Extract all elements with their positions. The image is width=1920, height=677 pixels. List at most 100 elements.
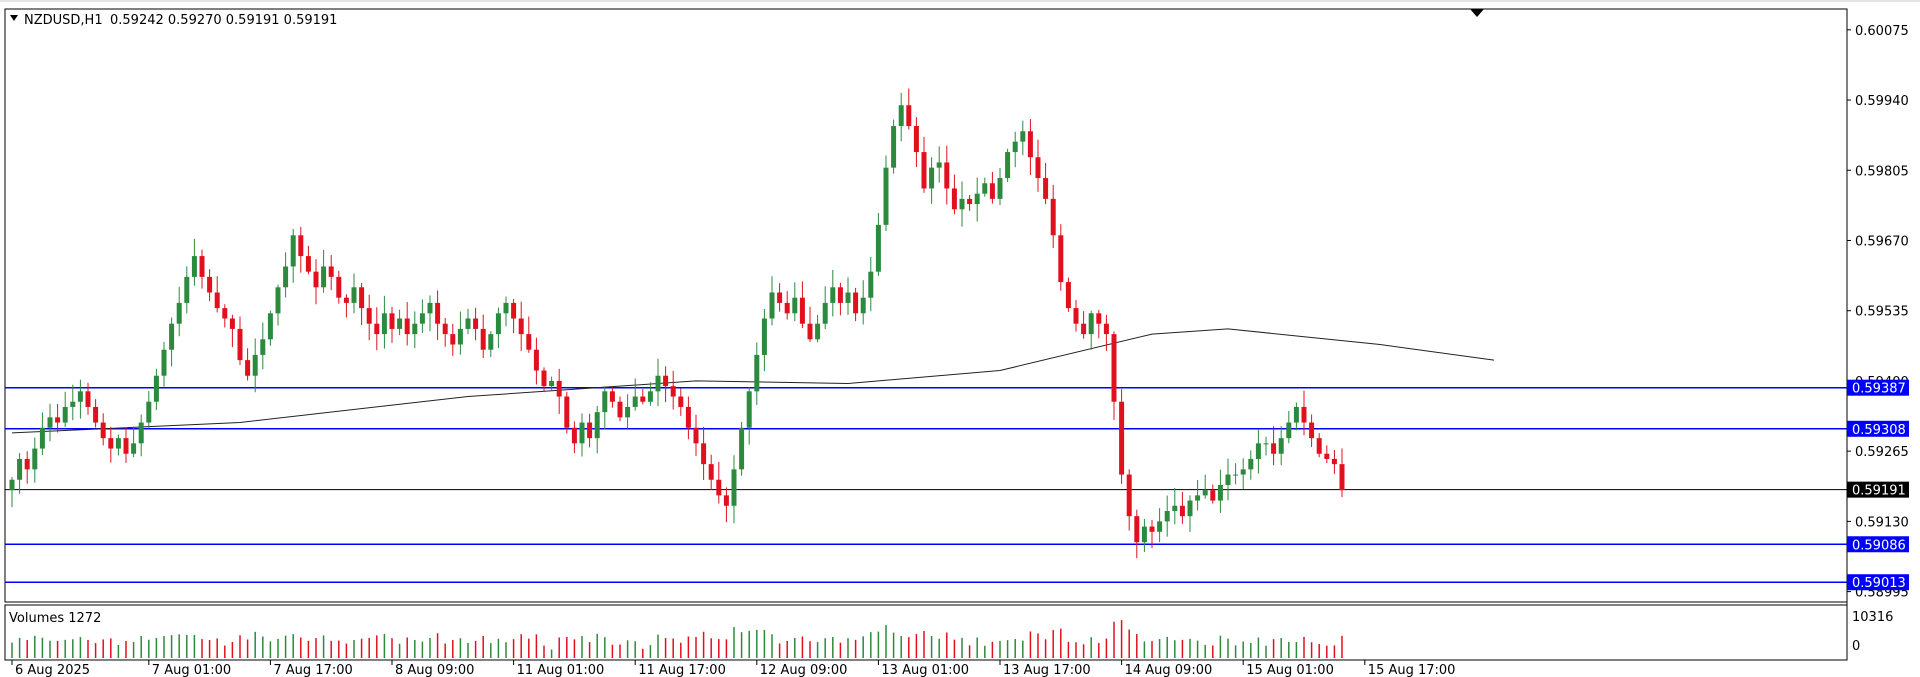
- candle[interactable]: [936, 146, 942, 183]
- candle[interactable]: [343, 294, 349, 318]
- candle[interactable]: [55, 404, 61, 433]
- candle[interactable]: [731, 455, 737, 524]
- candle[interactable]: [336, 270, 342, 304]
- candle[interactable]: [1005, 148, 1011, 183]
- candle[interactable]: [739, 421, 745, 476]
- candle[interactable]: [153, 368, 159, 411]
- shift-marker-icon[interactable]: [1470, 9, 1484, 17]
- candle[interactable]: [1210, 484, 1216, 504]
- candle[interactable]: [290, 228, 296, 283]
- candle[interactable]: [670, 371, 676, 410]
- candle[interactable]: [161, 341, 167, 387]
- candle[interactable]: [1233, 463, 1239, 485]
- candle[interactable]: [214, 276, 220, 313]
- candle[interactable]: [579, 413, 585, 457]
- candle[interactable]: [868, 256, 874, 312]
- candle[interactable]: [716, 461, 722, 504]
- candle[interactable]: [503, 296, 509, 327]
- candle[interactable]: [77, 379, 83, 419]
- candle[interactable]: [488, 331, 494, 357]
- candle[interactable]: [564, 391, 570, 434]
- candle[interactable]: [1316, 433, 1322, 458]
- candle[interactable]: [549, 376, 555, 391]
- candle[interactable]: [17, 453, 23, 494]
- candle[interactable]: [602, 386, 608, 430]
- candle[interactable]: [518, 301, 524, 351]
- candle[interactable]: [442, 317, 448, 347]
- candle[interactable]: [39, 412, 45, 455]
- candle[interactable]: [366, 294, 372, 341]
- candle[interactable]: [1331, 450, 1337, 474]
- candle[interactable]: [457, 311, 463, 355]
- candle[interactable]: [1073, 299, 1079, 332]
- candle[interactable]: [1164, 495, 1170, 537]
- candle[interactable]: [1195, 480, 1201, 511]
- candle[interactable]: [655, 358, 661, 407]
- candle[interactable]: [1263, 436, 1269, 456]
- candle[interactable]: [9, 477, 15, 508]
- candle[interactable]: [784, 291, 790, 320]
- candle[interactable]: [1293, 402, 1299, 431]
- candle[interactable]: [1187, 495, 1193, 532]
- candle[interactable]: [792, 282, 798, 322]
- candle[interactable]: [967, 195, 973, 211]
- candle[interactable]: [245, 348, 251, 381]
- candle[interactable]: [1255, 429, 1261, 474]
- candle[interactable]: [115, 434, 121, 456]
- candle[interactable]: [1096, 310, 1102, 339]
- candle[interactable]: [47, 403, 53, 442]
- candle[interactable]: [123, 427, 129, 463]
- candle[interactable]: [761, 308, 767, 372]
- candle[interactable]: [131, 426, 137, 458]
- candle[interactable]: [556, 368, 562, 414]
- candle[interactable]: [473, 307, 479, 341]
- candle[interactable]: [754, 342, 760, 406]
- candle[interactable]: [875, 212, 881, 276]
- candle[interactable]: [1050, 184, 1056, 248]
- candle[interactable]: [678, 388, 684, 416]
- candle[interactable]: [853, 287, 859, 322]
- candle[interactable]: [24, 451, 30, 484]
- candle[interactable]: [1035, 139, 1041, 192]
- candle[interactable]: [944, 145, 950, 205]
- candle[interactable]: [921, 136, 927, 193]
- candle[interactable]: [1081, 311, 1087, 339]
- candle[interactable]: [541, 367, 547, 391]
- candle[interactable]: [108, 426, 114, 463]
- candle[interactable]: [1119, 389, 1125, 484]
- candle[interactable]: [708, 454, 714, 490]
- candle[interactable]: [883, 155, 889, 231]
- candle[interactable]: [777, 283, 783, 312]
- candle[interactable]: [138, 414, 144, 457]
- candle[interactable]: [229, 314, 235, 348]
- candle[interactable]: [1020, 120, 1026, 156]
- candle[interactable]: [260, 322, 266, 370]
- candle[interactable]: [685, 396, 691, 440]
- candle[interactable]: [959, 181, 965, 227]
- candle[interactable]: [100, 413, 106, 446]
- candle[interactable]: [389, 306, 395, 343]
- candle[interactable]: [799, 281, 805, 329]
- candle[interactable]: [822, 286, 828, 330]
- candle[interactable]: [328, 255, 334, 291]
- candle[interactable]: [898, 92, 904, 142]
- candle[interactable]: [1149, 520, 1155, 549]
- candle[interactable]: [412, 311, 418, 349]
- candle[interactable]: [723, 487, 729, 523]
- candle[interactable]: [184, 266, 190, 314]
- candle[interactable]: [495, 307, 501, 348]
- candle[interactable]: [640, 389, 646, 405]
- candle[interactable]: [617, 396, 623, 422]
- candle[interactable]: [845, 277, 851, 315]
- candle[interactable]: [191, 238, 197, 286]
- candle[interactable]: [1157, 508, 1163, 543]
- candle[interactable]: [313, 259, 319, 305]
- candle[interactable]: [1324, 445, 1330, 463]
- candle[interactable]: [769, 276, 775, 326]
- candle[interactable]: [997, 167, 1003, 206]
- candle[interactable]: [609, 386, 615, 408]
- candle[interactable]: [625, 394, 631, 429]
- candle[interactable]: [533, 337, 539, 385]
- time-axis[interactable]: 6 Aug 2025 7 Aug 01:00 7 Aug 17:00 8 Aug 09…: [11, 660, 1455, 677]
- candle[interactable]: [321, 249, 327, 293]
